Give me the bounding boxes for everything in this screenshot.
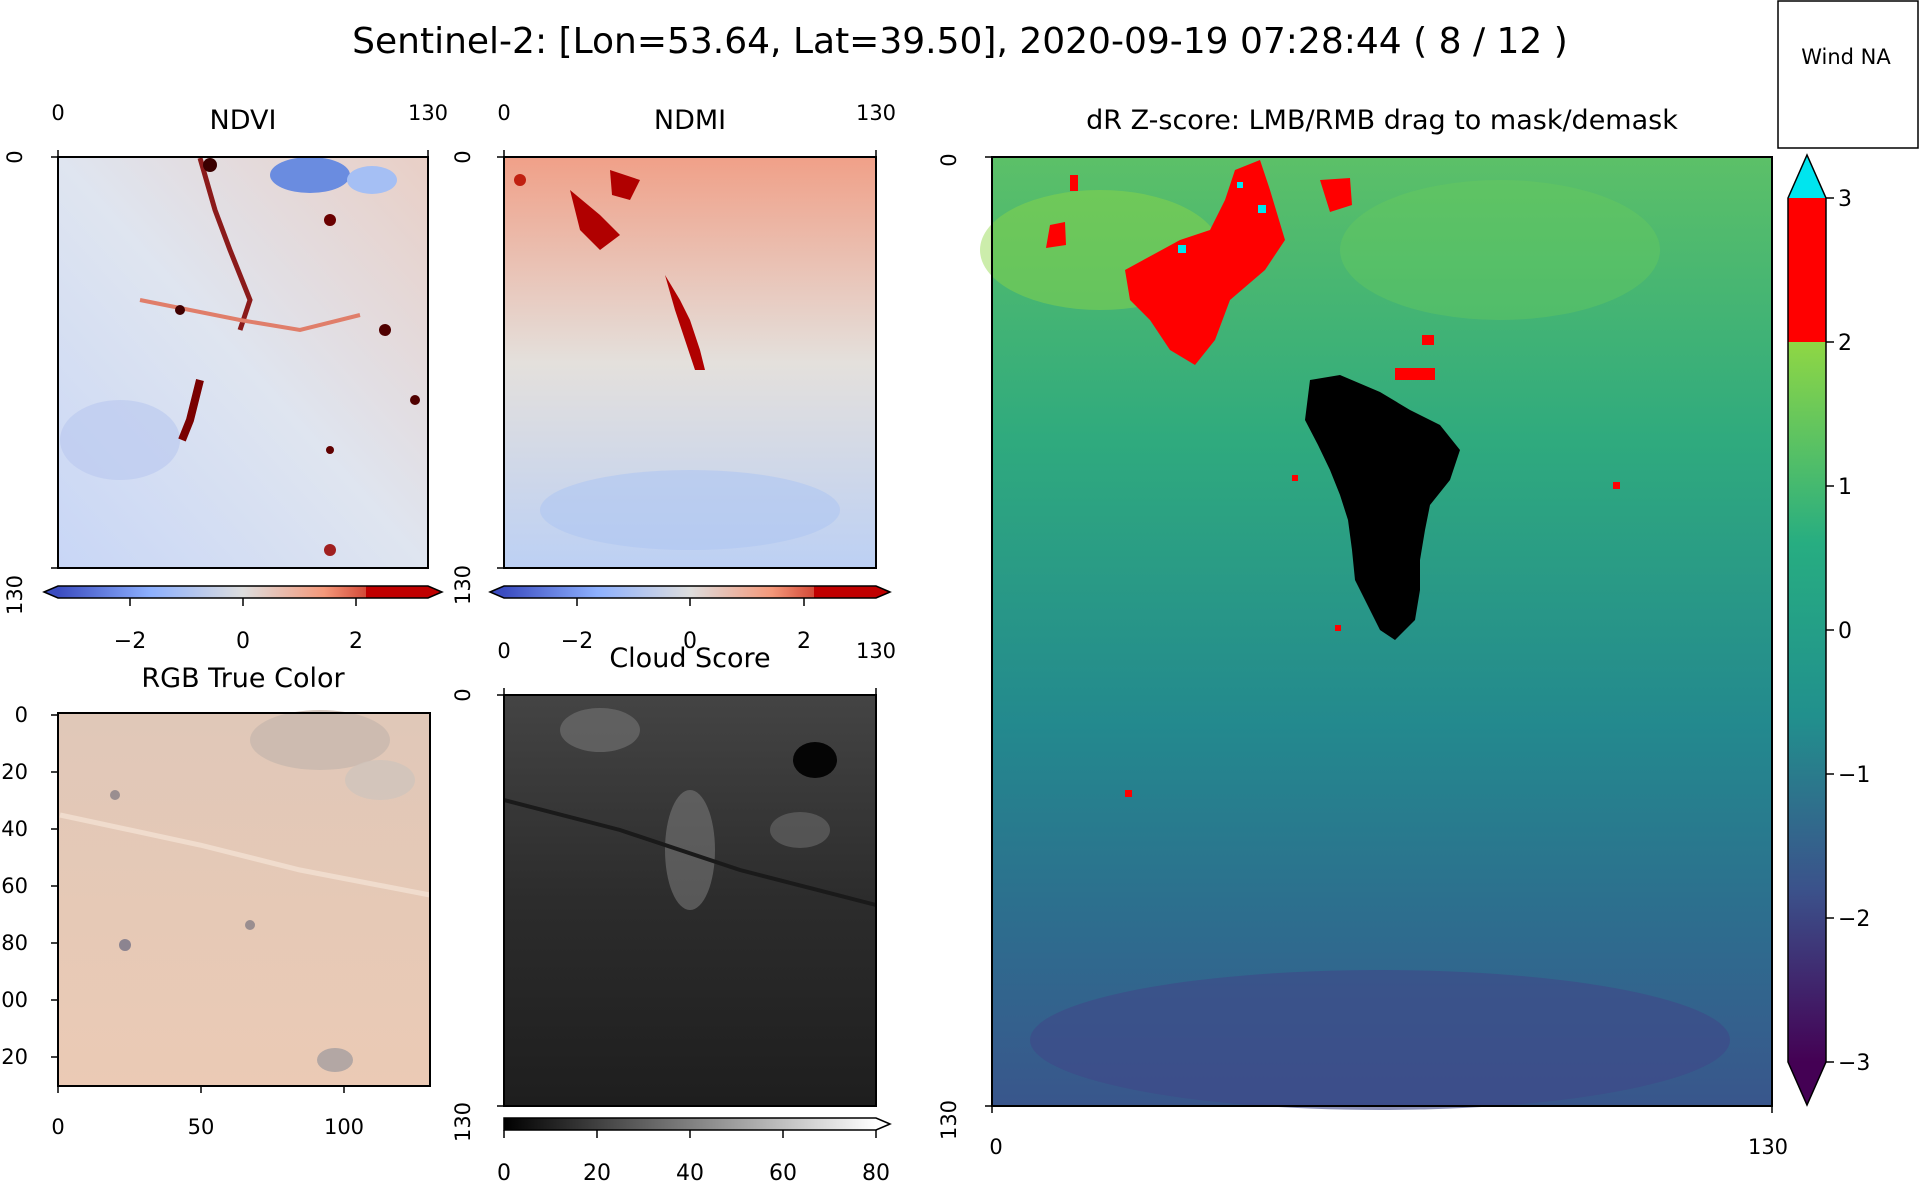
ndvi-image[interactable] bbox=[58, 157, 428, 568]
dz-cbar-tick-m2: −2 bbox=[1838, 907, 1870, 932]
cloud-cbar-tick-40: 40 bbox=[676, 1161, 704, 1186]
ndvi-cbar-tick-0: 0 bbox=[236, 629, 250, 654]
rgb-xtick-100: 100 bbox=[324, 1115, 364, 1139]
ndmi-cbar-tick-m2: −2 bbox=[561, 629, 593, 654]
cloud-ytick-0: 0 bbox=[451, 688, 475, 701]
ndmi-colorbar: −2 0 2 bbox=[488, 585, 892, 654]
cloud-cbar-tick-60: 60 bbox=[769, 1161, 797, 1186]
ndmi-ytick-130: 130 bbox=[451, 565, 475, 605]
dz-cbar-tick-m1: −1 bbox=[1838, 763, 1870, 788]
ndvi-panel: NDVI 0 130 0 130 bbox=[3, 101, 448, 654]
cloud-ytick-130: 130 bbox=[451, 1102, 475, 1142]
ndmi-ytick-0: 0 bbox=[451, 150, 475, 163]
dz-ytick-0: 0 bbox=[937, 153, 961, 166]
cloud-xtick-130: 130 bbox=[856, 639, 896, 663]
figure-title: Sentinel-2: [Lon=53.64, Lat=39.50], 2020… bbox=[352, 21, 1568, 62]
ndvi-xtick-0: 0 bbox=[51, 101, 64, 125]
ndvi-colorbar: −2 0 2 bbox=[42, 585, 444, 654]
ndvi-ytick-0: 0 bbox=[3, 150, 27, 163]
ndmi-cbar-tick-0: 0 bbox=[683, 629, 697, 654]
dz-image[interactable] bbox=[980, 157, 1772, 1110]
dz-xtick-130: 130 bbox=[1748, 1135, 1788, 1159]
rgb-xticks: 0 50 100 bbox=[51, 1086, 364, 1139]
rgb-image[interactable] bbox=[58, 710, 431, 1086]
rgb-ytick-80: 80 bbox=[1, 931, 28, 955]
dz-cbar-tick-2: 2 bbox=[1838, 331, 1852, 356]
ndmi-cbar-tick-2: 2 bbox=[797, 629, 811, 654]
dz-cbar-tick-0: 0 bbox=[1838, 619, 1852, 644]
dz-panel: dR Z-score: LMB/RMB drag to mask/demask bbox=[937, 105, 1870, 1159]
cloud-cbar-tick-20: 20 bbox=[583, 1161, 611, 1186]
cloud-cbar-tick-0: 0 bbox=[497, 1161, 511, 1186]
dz-title: dR Z-score: LMB/RMB drag to mask/demask bbox=[1086, 105, 1678, 136]
cloud-title: Cloud Score bbox=[609, 643, 770, 674]
dz-cbar-tick-m3: −3 bbox=[1838, 1051, 1870, 1076]
cloud-xtick-0: 0 bbox=[497, 639, 510, 663]
rgb-xtick-0: 0 bbox=[51, 1115, 64, 1139]
rgb-ytick-60: 60 bbox=[1, 874, 28, 898]
ndmi-xtick-130: 130 bbox=[856, 101, 896, 125]
wind-label: Wind NA bbox=[1801, 45, 1891, 69]
ndvi-cbar-tick-m2: −2 bbox=[114, 629, 146, 654]
dz-cbar-tick-1: 1 bbox=[1838, 475, 1852, 500]
cloud-colorbar: 0 20 40 60 80 bbox=[497, 1117, 892, 1186]
rgb-xtick-50: 50 bbox=[188, 1115, 215, 1139]
dz-xtick-0: 0 bbox=[989, 1135, 1002, 1159]
rgb-ytick-20: 20 bbox=[1, 760, 28, 784]
ndvi-title: NDVI bbox=[210, 105, 277, 136]
ndvi-cbar-tick-2: 2 bbox=[349, 629, 363, 654]
dz-colorbar: 3 2 1 0 −1 −2 −3 bbox=[1787, 153, 1870, 1107]
cloud-image[interactable] bbox=[503, 695, 877, 1106]
rgb-panel: RGB True Color 0 20 40 60 80 100 bbox=[0, 663, 431, 1139]
ndmi-image[interactable] bbox=[504, 157, 876, 568]
ndmi-panel: NDMI 0 130 0 130 −2 0 2 bbox=[451, 101, 896, 654]
dz-ytick-130: 130 bbox=[937, 1100, 961, 1140]
ndvi-ytick-130: 130 bbox=[3, 575, 27, 615]
rgb-ytick-0: 0 bbox=[15, 703, 28, 727]
dz-cbar-tick-3: 3 bbox=[1838, 187, 1852, 212]
cloud-panel: Cloud Score 0 130 0 130 0 20 bbox=[451, 639, 896, 1186]
rgb-title: RGB True Color bbox=[141, 663, 345, 694]
ndvi-xtick-130: 130 bbox=[408, 101, 448, 125]
ndmi-title: NDMI bbox=[654, 105, 726, 136]
cloud-cbar-tick-80: 80 bbox=[862, 1161, 890, 1186]
rgb-ytick-120: 120 bbox=[0, 1045, 28, 1069]
wind-box bbox=[1777, 0, 1919, 149]
rgb-yticks: 0 20 40 60 80 100 120 bbox=[0, 703, 58, 1069]
ndmi-xtick-0: 0 bbox=[497, 101, 510, 125]
rgb-ytick-100: 100 bbox=[0, 988, 28, 1012]
rgb-ytick-40: 40 bbox=[1, 817, 28, 841]
